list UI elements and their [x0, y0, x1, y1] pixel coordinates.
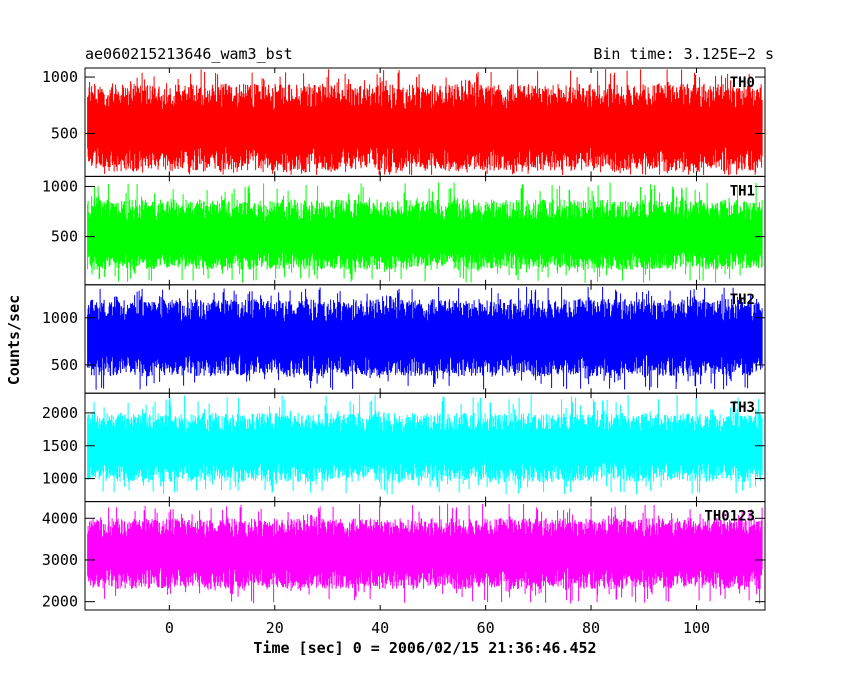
panel-label: TH1	[730, 183, 755, 199]
x-tick-label: 20	[266, 619, 284, 637]
panel-label: TH2	[730, 292, 755, 308]
panel-th3: 1000 1500 2000 TH3	[42, 392, 766, 503]
x-axis-label: Time [sec] 0 = 2006/02/15 21:36:46.452	[253, 639, 596, 657]
y-tick-label: 2000	[42, 404, 78, 422]
y-tick-label: 500	[51, 356, 78, 374]
series-trace-th0123	[87, 503, 763, 604]
y-axis-label: Counts/sec	[5, 295, 23, 385]
panel-label: TH0123	[704, 509, 755, 525]
x-tick-label: 80	[582, 619, 600, 637]
series-trace-th0	[87, 69, 763, 176]
series-trace-th3	[87, 394, 763, 495]
y-tick-label: 500	[51, 124, 78, 142]
x-tick-label: 40	[371, 619, 389, 637]
y-tick-label: 2000	[42, 593, 78, 611]
y-tick-label: 1000	[42, 177, 78, 195]
panel-th0123: 2000 3000 4000 TH0123	[42, 501, 766, 611]
y-tick-label: 3000	[42, 551, 78, 569]
y-tick-label: 1000	[42, 470, 78, 488]
y-tick-label: 1000	[42, 309, 78, 327]
y-tick-label: 4000	[42, 509, 78, 527]
series-trace-th2	[87, 286, 763, 391]
bin-time-label: Bin time: 3.125E−2 s	[593, 45, 774, 63]
y-tick-label: 1500	[42, 437, 78, 455]
y-tick-label: 500	[51, 228, 78, 246]
panel-label: TH3	[730, 400, 755, 416]
panel-frame	[84, 501, 766, 611]
panel-label: TH0	[730, 75, 755, 91]
panel-th2: 500 1000 TH2	[42, 284, 766, 394]
panel-th1: 500 1000 TH1	[42, 175, 766, 286]
panel-th0: 500 1000 TH0	[42, 67, 766, 177]
x-tick-label: 60	[477, 619, 495, 637]
x-axis: 0 20 40 60 80 100	[165, 619, 710, 637]
panels: 500 1000 TH0 500 1000 TH1 500 1000 TH2 1000 1500 20…	[42, 67, 766, 611]
y-tick-label: 1000	[42, 68, 78, 86]
x-tick-label: 0	[165, 619, 174, 637]
series-trace-th1	[87, 182, 763, 283]
chart-title: ae060215213646_wam3_bst	[85, 45, 293, 63]
x-tick-label: 100	[683, 619, 710, 637]
